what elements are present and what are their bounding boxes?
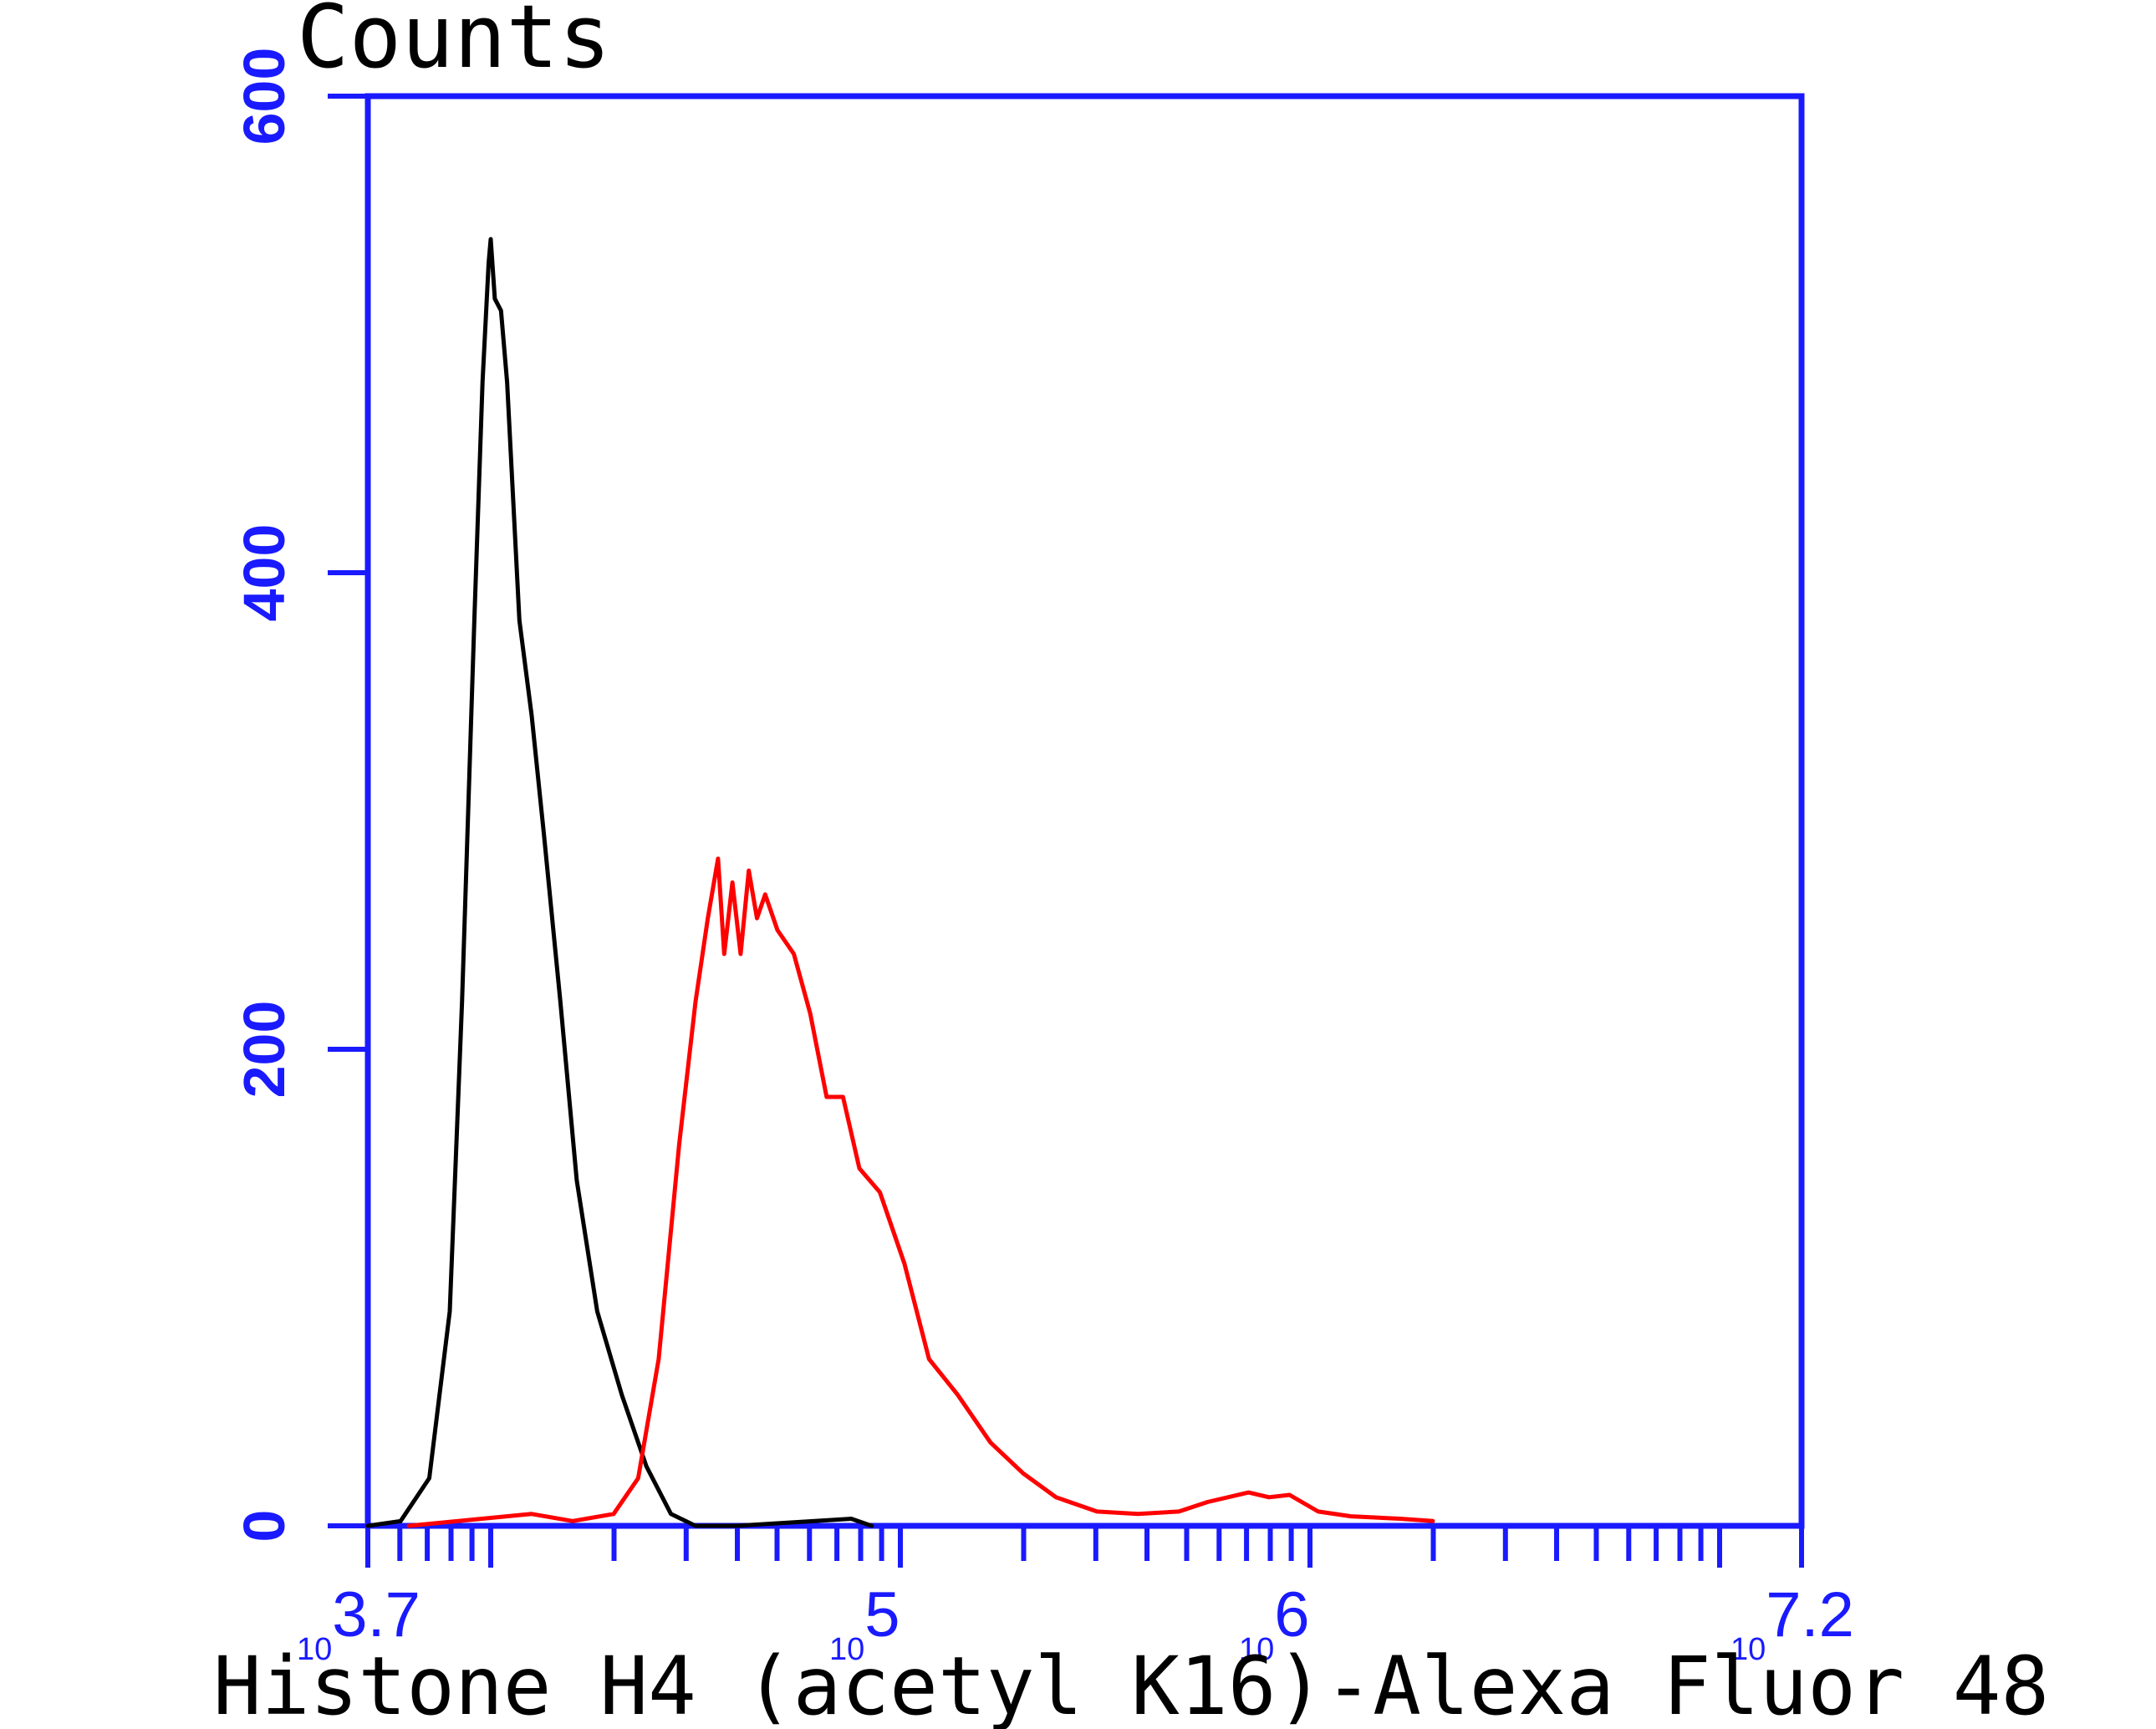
x-axis: 103.7 105 106 107.2: [297, 1526, 1854, 1667]
x-tick-label: 106: [1239, 1579, 1310, 1667]
y-tick-label: 0: [232, 1510, 297, 1543]
series-layer: [365, 237, 1435, 1528]
x-tick-label: 105: [829, 1579, 900, 1667]
y-tick-label: 200: [232, 1001, 297, 1099]
y-tick-label: 400: [232, 524, 297, 622]
series-line-red: [406, 856, 1435, 1528]
series-line-black: [365, 237, 874, 1528]
y-axis: 0 200 400 600: [232, 48, 368, 1543]
x-axis-label: Histone H4 (acetyl K16)-Alexa Fluor 48: [213, 1640, 2049, 1729]
plot-frame: [364, 93, 1805, 1529]
y-tick-label: 600: [232, 48, 297, 145]
y-axis-label: Counts: [297, 0, 611, 88]
x-tick-label: 103.7: [297, 1579, 420, 1667]
x-tick-label: 107.2: [1730, 1579, 1854, 1667]
